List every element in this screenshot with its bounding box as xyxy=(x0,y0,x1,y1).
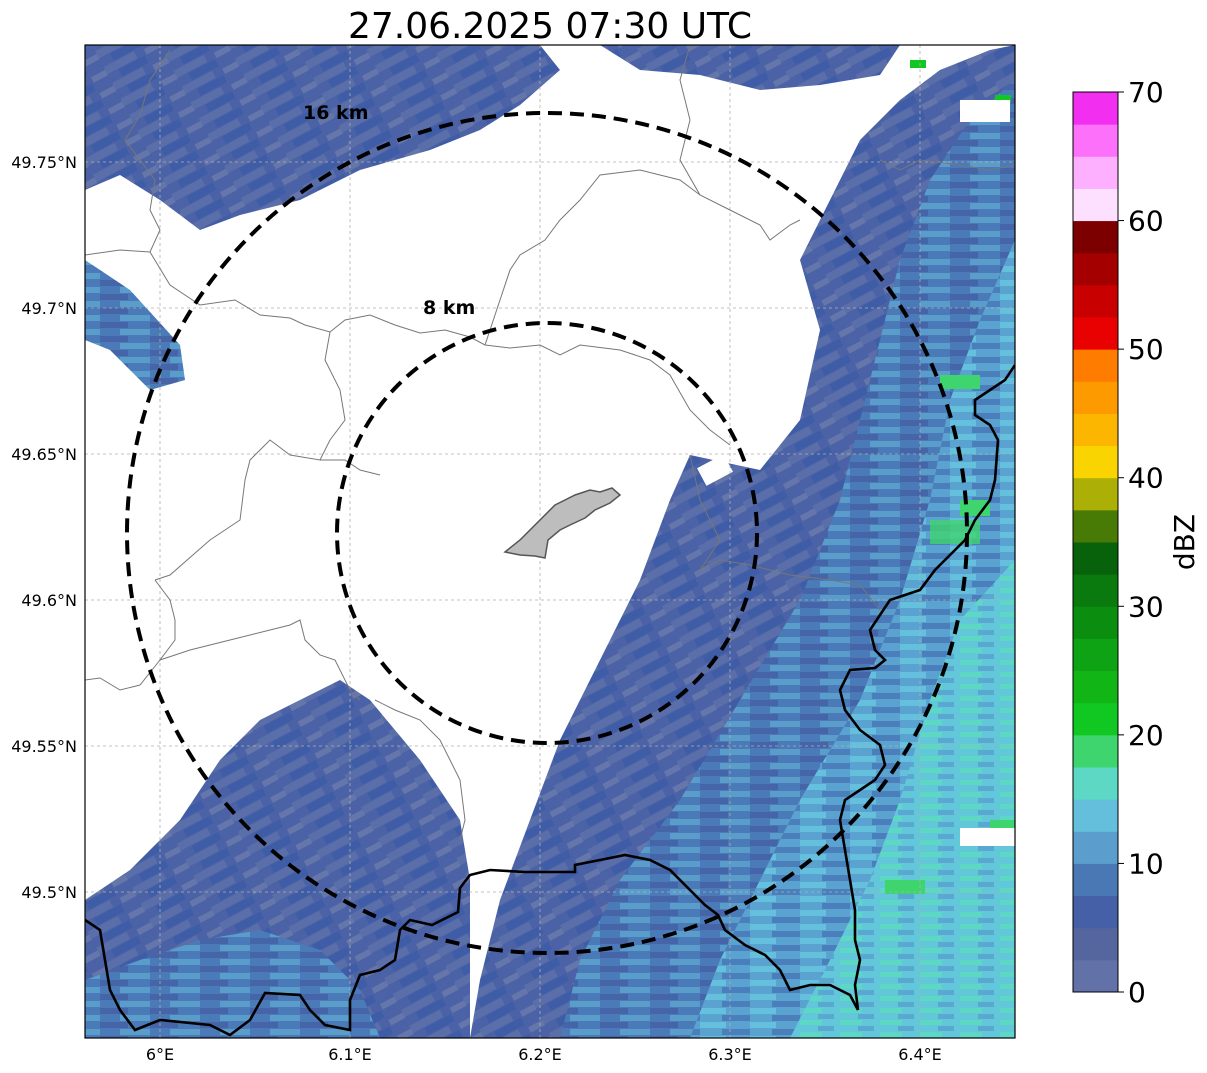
colorbar-bin xyxy=(1073,317,1118,350)
x-tick-label: 6°E xyxy=(146,1045,174,1064)
colorbar-bin xyxy=(1073,606,1118,639)
national-border xyxy=(85,364,1015,1037)
colorbar-bin xyxy=(1073,477,1118,511)
x-tick-label: 6.3°E xyxy=(708,1045,752,1064)
y-tick-label: 49.55°N xyxy=(11,737,77,756)
colorbar-bin xyxy=(1073,220,1118,254)
lake-shape xyxy=(503,487,622,559)
colorbar-bin xyxy=(1073,927,1118,961)
map-title: 27.06.2025 07:30 UTC xyxy=(348,6,752,47)
y-tick-label: 49.6°N xyxy=(21,591,77,610)
colorbar-tick-label: 40 xyxy=(1128,462,1164,495)
colorbar-bin xyxy=(1073,767,1118,800)
range-rings xyxy=(125,111,969,955)
colorbar-bin xyxy=(1073,702,1118,736)
colorbar: 0 10 20 30 40 50 60 70 dBZ xyxy=(1072,76,1201,1009)
border-luxembourg-germany xyxy=(838,364,1015,1011)
colorbar-bin xyxy=(1073,445,1118,479)
map-panel: 8 km 16 km xyxy=(85,45,1015,1038)
colorbar-tick-label: 0 xyxy=(1128,976,1146,1009)
y-tick-label: 49.7°N xyxy=(21,299,77,318)
colorbar-bin xyxy=(1073,509,1118,543)
colorbar-bin xyxy=(1073,831,1118,864)
colorbar-bin xyxy=(1073,959,1118,993)
colorbar-bin xyxy=(1073,156,1118,189)
colorbar-frame xyxy=(1072,91,1119,993)
colorbar-bin xyxy=(1073,124,1118,157)
gridlines xyxy=(85,45,1015,1038)
colorbar-bin xyxy=(1073,413,1118,447)
colorbar-bin xyxy=(1073,381,1118,414)
y-axis: 49.5°N 49.55°N 49.6°N 49.65°N 49.7°N 49.… xyxy=(11,153,77,902)
colorbar-label: dBZ xyxy=(1168,514,1201,570)
colorbar-tick-label: 60 xyxy=(1128,205,1164,238)
x-tick-label: 6.2°E xyxy=(518,1045,562,1064)
colorbar-bin xyxy=(1073,863,1118,897)
range-ring-16km xyxy=(125,111,969,955)
range-ring-label-8km: 8 km xyxy=(423,297,475,319)
colorbar-bins xyxy=(1073,92,1118,993)
colorbar-ticks: 0 10 20 30 40 50 60 70 xyxy=(1118,76,1164,1009)
colorbar-bin xyxy=(1073,638,1118,672)
range-ring-8km xyxy=(335,321,759,745)
colorbar-tick-label: 70 xyxy=(1128,76,1164,109)
canton-boundaries xyxy=(85,45,1015,841)
colorbar-bin xyxy=(1073,895,1118,929)
colorbar-bin xyxy=(1073,349,1118,382)
colorbar-tick-label: 50 xyxy=(1128,333,1164,366)
colorbar-tick-label: 20 xyxy=(1128,719,1164,752)
colorbar-bin xyxy=(1073,252,1118,286)
x-tick-label: 6.1°E xyxy=(328,1045,372,1064)
border-luxembourg-france xyxy=(85,853,860,1037)
colorbar-bin xyxy=(1073,574,1118,607)
colorbar-bin xyxy=(1073,92,1118,125)
range-ring-label-16km: 16 km xyxy=(303,102,369,124)
colorbar-bin xyxy=(1073,670,1118,704)
colorbar-bin xyxy=(1073,799,1118,832)
colorbar-bin xyxy=(1073,188,1118,222)
colorbar-tick-label: 10 xyxy=(1128,847,1164,880)
colorbar-bin xyxy=(1073,284,1118,318)
map-frame xyxy=(84,44,1016,1039)
y-tick-label: 49.65°N xyxy=(11,445,77,464)
colorbar-tick-label: 30 xyxy=(1128,590,1164,623)
colorbar-bin xyxy=(1073,734,1118,768)
y-tick-label: 49.75°N xyxy=(11,153,77,172)
colorbar-bin xyxy=(1073,542,1118,575)
x-axis: 6°E 6.1°E 6.2°E 6.3°E 6.4°E xyxy=(146,1045,942,1064)
x-tick-label: 6.4°E xyxy=(898,1045,942,1064)
y-tick-label: 49.5°N xyxy=(21,883,77,902)
